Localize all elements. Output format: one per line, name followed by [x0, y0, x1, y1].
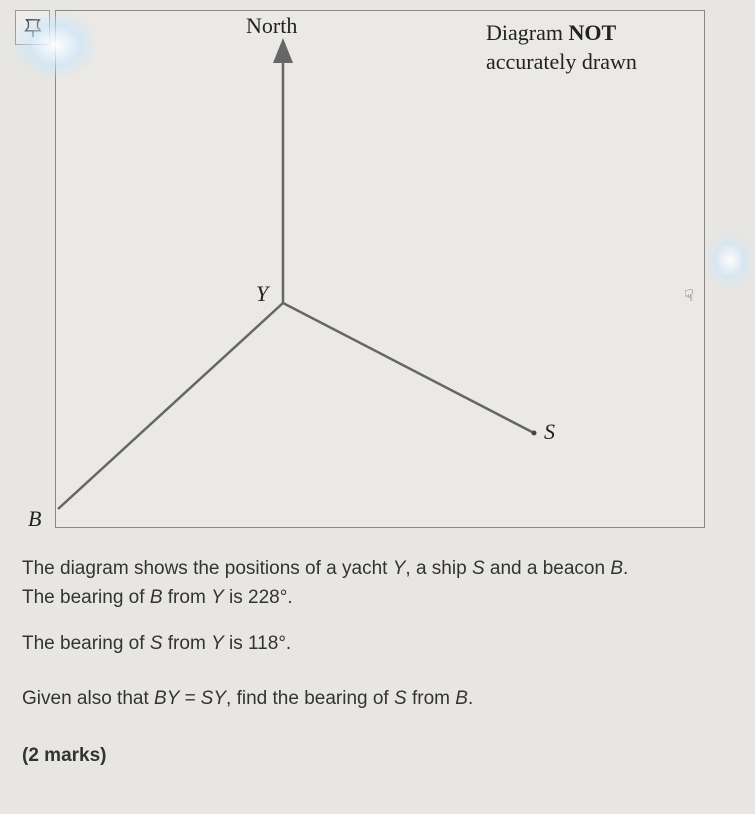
cursor-icon: ☟ — [684, 286, 694, 306]
warn-line1: Diagram NOT — [486, 20, 616, 45]
bearing-diagram — [56, 11, 706, 529]
point-S-dot — [532, 431, 537, 436]
photo-glare — [10, 10, 100, 80]
label-Y: Y — [256, 281, 268, 307]
diagram-box: North Diagram NOT accurately drawn Y B S… — [55, 10, 705, 528]
marks-label: (2 marks) — [22, 742, 107, 771]
label-B: B — [28, 506, 41, 532]
question-text-3: Given also that BY = SY, find the bearin… — [22, 685, 742, 714]
question-text-2: The bearing of S from Y is 118°. — [22, 630, 742, 659]
label-S: S — [544, 419, 555, 445]
question-text-1: The diagram shows the positions of a yac… — [22, 555, 742, 612]
line-YS — [283, 303, 534, 433]
line-YB — [58, 303, 283, 509]
diagram-warning: Diagram NOT accurately drawn — [486, 19, 637, 76]
photo-glare — [705, 230, 755, 290]
north-label: North — [246, 13, 297, 39]
warn-line2: accurately drawn — [486, 49, 637, 74]
